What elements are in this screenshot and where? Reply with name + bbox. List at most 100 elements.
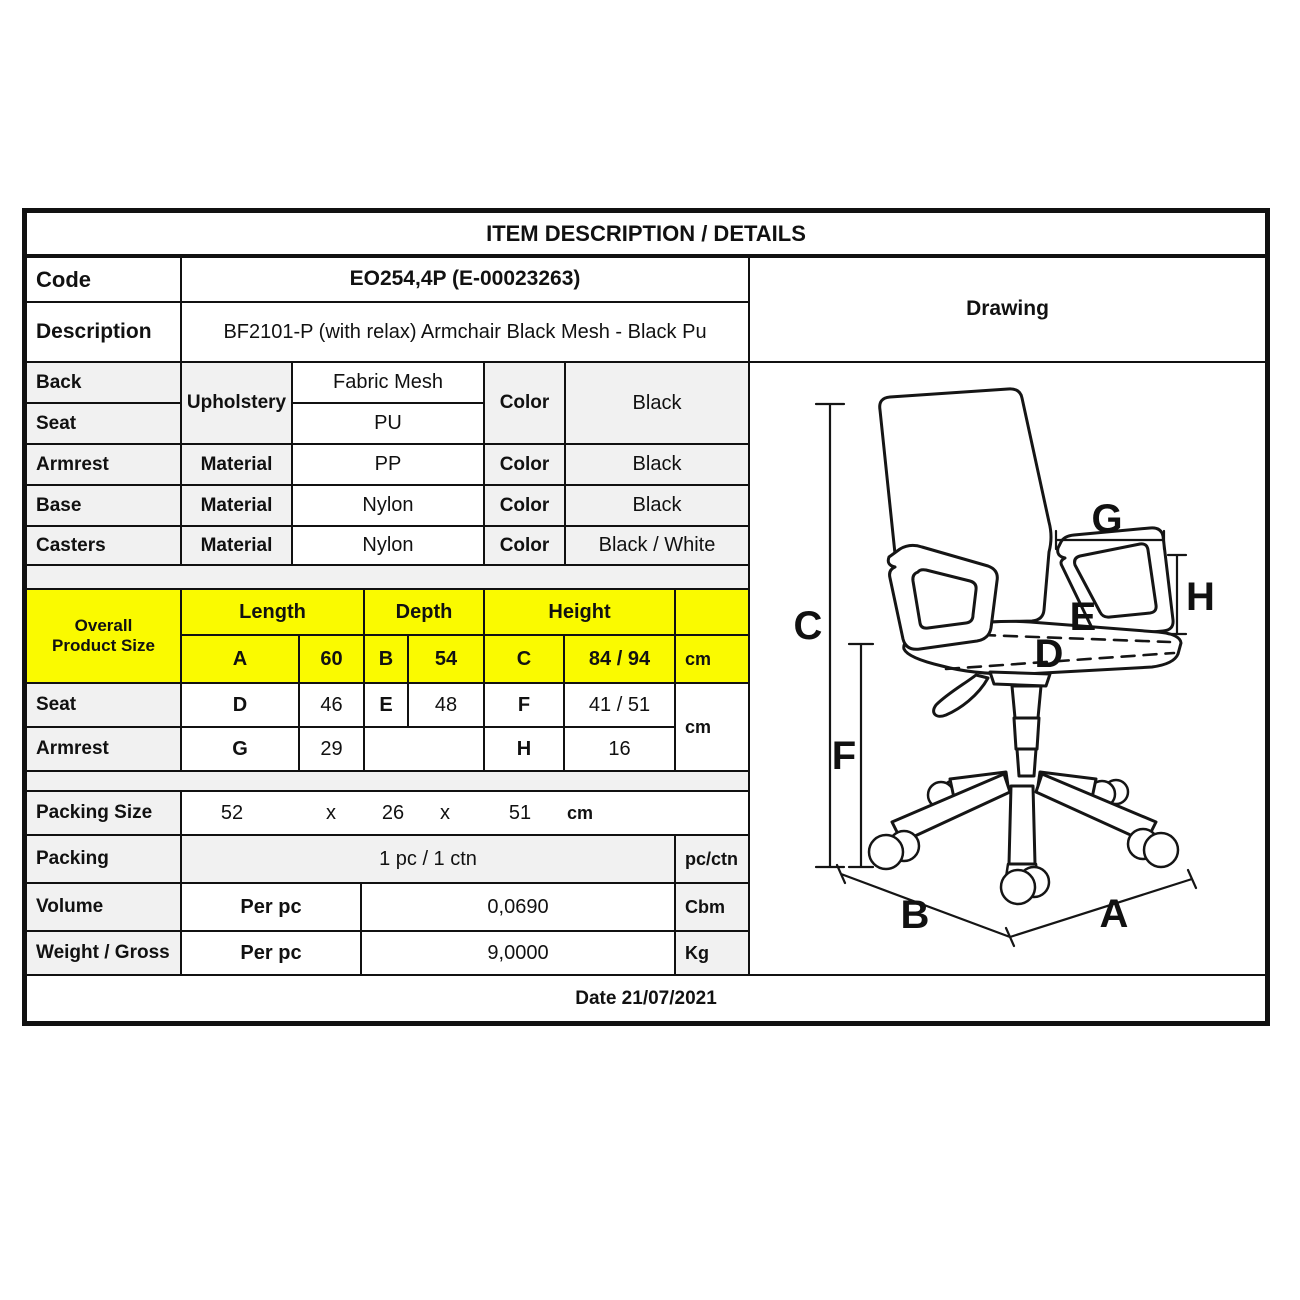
drawing-header: Drawing bbox=[750, 258, 1265, 363]
drawing-label-a: A bbox=[1100, 892, 1129, 936]
armrest-material-label: Material bbox=[182, 445, 293, 486]
dim-value-h: 16 bbox=[565, 728, 676, 772]
description-value: BF2101-P (with relax) Armchair Black Mes… bbox=[182, 303, 750, 363]
base-leg-front bbox=[1007, 784, 1037, 866]
weight-value: 9,0000 bbox=[362, 932, 676, 976]
packing-size-x-1: x bbox=[326, 802, 336, 824]
casters-label: Casters bbox=[27, 527, 182, 566]
dim-letter-h: H bbox=[485, 728, 565, 772]
dimension-line-f bbox=[847, 642, 875, 869]
weight-per-pc: Per pc bbox=[182, 932, 362, 976]
code-label: Code bbox=[27, 258, 182, 303]
size-header-blank-cell bbox=[676, 590, 750, 636]
packing-size-x-2: x bbox=[440, 802, 450, 824]
base-color-label: Color bbox=[485, 486, 566, 527]
base-material-value: Nylon bbox=[293, 486, 485, 527]
packing-size-unit: cm bbox=[566, 803, 594, 823]
dimension-line-c bbox=[814, 402, 846, 869]
armrest-color-label: Color bbox=[485, 445, 566, 486]
casters-material-value: Nylon bbox=[293, 527, 485, 566]
spacer-row bbox=[27, 566, 750, 590]
seat-material-value: PU bbox=[293, 404, 485, 445]
drawing-label-d: D bbox=[1035, 632, 1064, 676]
packing-size-value-1: 52 bbox=[220, 802, 244, 824]
overall-unit: cm bbox=[676, 636, 750, 684]
seat-label: Seat bbox=[27, 404, 182, 445]
weight-unit: Kg bbox=[676, 932, 750, 976]
seat-mechanism bbox=[988, 670, 1052, 688]
caster-front bbox=[999, 862, 1051, 906]
back-label: Back bbox=[27, 363, 182, 404]
dim-value-g: 29 bbox=[300, 728, 365, 772]
packing-label: Packing bbox=[27, 836, 182, 884]
seat-size-label: Seat bbox=[27, 684, 182, 728]
volume-unit: Cbm bbox=[676, 884, 750, 932]
drawing-label-f: F bbox=[832, 734, 856, 778]
armrest-label: Armrest bbox=[27, 445, 182, 486]
date-stamp: Date 21/07/2021 bbox=[27, 976, 1265, 1021]
back-material-value: Fabric Mesh bbox=[293, 363, 485, 404]
dimension-line-a bbox=[1008, 868, 1198, 939]
chair-technical-drawing: C F G H E D B A bbox=[794, 387, 1215, 948]
weight-label: Weight / Gross bbox=[27, 932, 182, 976]
base-material-label: Material bbox=[182, 486, 293, 527]
volume-per-pc: Per pc bbox=[182, 884, 362, 932]
packing-unit: pc/ctn bbox=[676, 836, 750, 884]
chair-armrest-left-window bbox=[911, 568, 978, 630]
height-header: Height bbox=[485, 590, 676, 636]
dim-letter-f: F bbox=[485, 684, 565, 728]
packing-size-value-row: 52 x 26 x 51 cm bbox=[182, 792, 750, 836]
description-label: Description bbox=[27, 303, 182, 363]
depth-header: Depth bbox=[365, 590, 485, 636]
armrest-size-blank-cell bbox=[365, 728, 485, 772]
seat-depth-dashed-line-e bbox=[980, 633, 1172, 644]
gas-lift-lower bbox=[1015, 747, 1038, 778]
dim-value-b: 54 bbox=[409, 636, 485, 684]
seat-depth-dashed-line-d bbox=[944, 651, 1176, 671]
dim-value-e: 48 bbox=[409, 684, 485, 728]
dim-letter-b: B bbox=[365, 636, 409, 684]
casters-material-label: Material bbox=[182, 527, 293, 566]
dim-value-f: 41 / 51 bbox=[565, 684, 676, 728]
sheet-title: ITEM DESCRIPTION / DETAILS bbox=[27, 213, 1265, 258]
base-color-value: Black bbox=[566, 486, 750, 527]
drawing-label-g: G bbox=[1091, 497, 1122, 541]
upholstery-label: Upholstery bbox=[182, 363, 293, 445]
caster-far-right bbox=[1126, 827, 1180, 869]
volume-value: 0,0690 bbox=[362, 884, 676, 932]
dim-letter-c: C bbox=[485, 636, 565, 684]
dim-letter-d: D bbox=[182, 684, 300, 728]
dim-value-a: 60 bbox=[300, 636, 365, 684]
packing-size-label: Packing Size bbox=[27, 792, 182, 836]
spec-table: ITEM DESCRIPTION / DETAILS Code EO254,4P… bbox=[22, 208, 1270, 1026]
dim-letter-a: A bbox=[182, 636, 300, 684]
dim-value-d: 46 bbox=[300, 684, 365, 728]
gas-lift-upper bbox=[1010, 684, 1043, 720]
armrest-material-value: PP bbox=[293, 445, 485, 486]
caster-far-left bbox=[867, 829, 921, 871]
drawing-label-b: B bbox=[901, 893, 930, 937]
packing-size-value-3: 51 bbox=[508, 802, 532, 824]
length-header: Length bbox=[182, 590, 365, 636]
dim-letter-e: E bbox=[365, 684, 409, 728]
back-seat-color-label: Color bbox=[485, 363, 566, 445]
dim-value-c: 84 / 94 bbox=[565, 636, 676, 684]
dimension-line-h bbox=[1166, 553, 1188, 636]
spacer-row bbox=[27, 772, 750, 792]
tilt-lever bbox=[932, 673, 990, 718]
seat-armrest-unit: cm bbox=[676, 684, 750, 772]
code-value: EO254,4P (E-00023263) bbox=[182, 258, 750, 303]
packing-value: 1 pc / 1 ctn bbox=[182, 836, 676, 884]
volume-label: Volume bbox=[27, 884, 182, 932]
armrest-color-value: Black bbox=[566, 445, 750, 486]
chair-armrest-right-window bbox=[1073, 542, 1158, 619]
armrest-size-label: Armrest bbox=[27, 728, 182, 772]
dim-letter-g: G bbox=[182, 728, 300, 772]
drawing-area: C F G H E D B A bbox=[750, 363, 1265, 976]
dimension-line-g bbox=[1054, 529, 1166, 551]
gas-lift-collar bbox=[1012, 716, 1041, 751]
drawing-label-e: E bbox=[1070, 595, 1097, 639]
casters-color-label: Color bbox=[485, 527, 566, 566]
overall-product-size-label: Overall Product Size bbox=[27, 590, 182, 684]
back-seat-color-value: Black bbox=[566, 363, 750, 445]
